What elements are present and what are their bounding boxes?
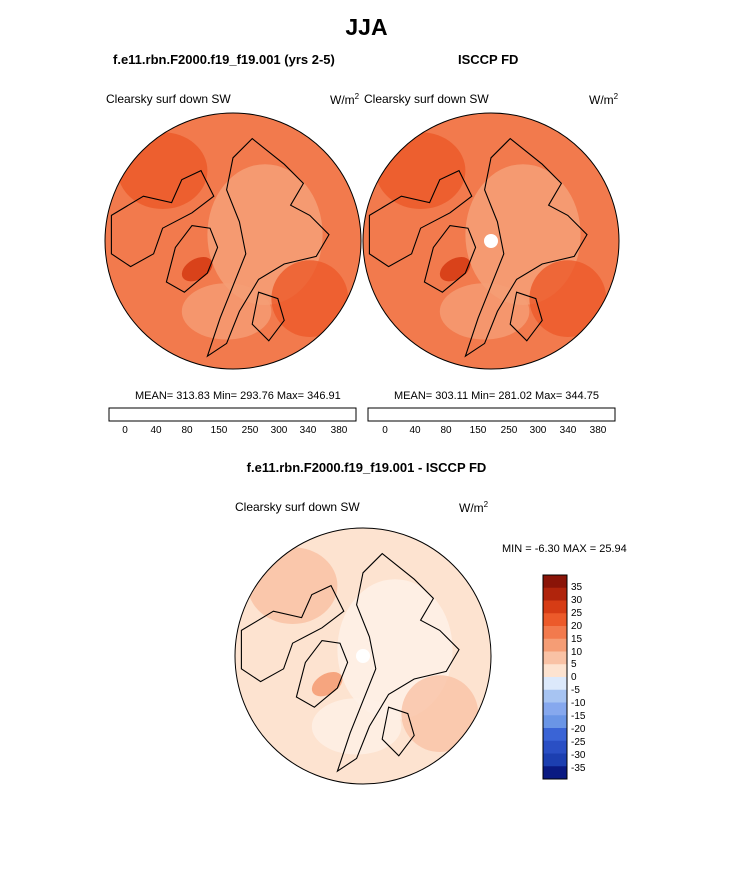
colorbar-tick-label: 0 [122, 425, 128, 436]
colorbar-tick-label: 300 [270, 425, 288, 436]
colorbar-cell [543, 766, 567, 780]
coastline [464, 137, 588, 358]
colorbar-tick-label: 250 [241, 425, 259, 436]
left-panel-title: f.e11.rbn.F2000.f19_f19.001 (yrs 2-5) [113, 52, 335, 67]
colorbar-tick-label: -10 [571, 698, 586, 709]
field-zone-light [439, 283, 530, 340]
colorbar-tick-label: -30 [571, 750, 586, 761]
colorbar-tick-label: 250 [500, 425, 518, 436]
colorbar-tick-label: 340 [559, 425, 577, 436]
panel1-stats: MEAN= 313.83 Min= 293.76 Max= 346.91 [135, 390, 341, 402]
colorbar-cell [543, 613, 567, 627]
colorbar-tick-label: 40 [409, 425, 421, 436]
right-panel-title: ISCCP FD [458, 52, 519, 67]
colorbar-tick-label: -5 [571, 685, 580, 696]
colorbar-tick-label: 10 [571, 647, 583, 658]
colorbar-tick-label: 340 [299, 425, 317, 436]
colorbar-cell [543, 715, 567, 729]
colorbar-tick-label: 40 [150, 425, 162, 436]
colorbar-cell [543, 677, 567, 691]
coastline [368, 169, 473, 268]
map-field [235, 528, 491, 784]
colorbar-cell [543, 575, 567, 589]
colorbar-tick-label: 380 [330, 425, 348, 436]
colorbar-tick-label: 150 [210, 425, 228, 436]
colorbar-cell [543, 702, 567, 716]
colorbar-frame [367, 407, 616, 422]
coastline [110, 169, 215, 268]
coastline [381, 706, 415, 757]
colorbar-cell [543, 600, 567, 614]
colorbar-tick-label: 300 [529, 425, 547, 436]
colorbar-tick-label: 15 [571, 634, 583, 645]
colorbar-tick-label: 35 [571, 582, 583, 593]
panel2-stats: MEAN= 303.11 Min= 281.02 Max= 344.75 [394, 390, 599, 402]
colorbar-tick-label: 0 [571, 672, 577, 683]
colorbar-tick-label: 20 [571, 621, 583, 632]
colorbar-cell [543, 587, 567, 601]
colorbar-tick-label: 25 [571, 608, 583, 619]
colorbar-tick-label: -15 [571, 711, 586, 722]
colorbar-tick-label: 80 [440, 425, 452, 436]
colorbar-tick-label: -35 [571, 763, 586, 774]
colorbar-cell [543, 728, 567, 742]
colorbar-tick-label: 30 [571, 595, 583, 606]
pole-missing-data [484, 234, 498, 248]
panel1-units: W/m2 [330, 92, 360, 107]
panel3-variable-label: Clearsky surf down SW [235, 500, 360, 514]
coastline [240, 584, 345, 683]
field-zone-light [181, 283, 272, 340]
panel2-variable-label: Clearsky surf down SW [364, 92, 489, 106]
map-field [363, 113, 619, 369]
colorbar-frame [108, 407, 357, 422]
map-border [234, 527, 492, 785]
colorbar-tick-label: 80 [181, 425, 193, 436]
colorbar-cell [543, 664, 567, 678]
map-border [362, 112, 620, 370]
panel1-variable-label: Clearsky surf down SW [106, 92, 231, 106]
colorbar-tick-label: -20 [571, 724, 586, 735]
colorbar-cell [543, 689, 567, 703]
colorbar-cell [543, 651, 567, 665]
field-zone-dark [401, 675, 479, 752]
coastline [509, 291, 543, 342]
coastline [295, 640, 349, 708]
field-zone-dark [529, 260, 607, 337]
season-title: JJA [345, 14, 388, 40]
colorbar-cell [543, 740, 567, 754]
coastline [423, 225, 477, 293]
panel2-units: W/m2 [589, 92, 619, 107]
coastline [336, 552, 460, 773]
map-field [105, 113, 361, 369]
field-zone-dark [271, 260, 349, 337]
colorbar-frame [542, 574, 568, 780]
coastline [165, 225, 219, 293]
colorbar-tick-label: 5 [571, 659, 577, 670]
colorbar-tick-label: -25 [571, 737, 586, 748]
panel3-stats: MIN = -6.30 MAX = 25.94 [502, 543, 627, 555]
panel3-units: W/m2 [459, 500, 489, 515]
colorbar-tick-label: 0 [382, 425, 388, 436]
field-zone-light [311, 698, 402, 755]
coastline [206, 137, 330, 358]
colorbar-cell [543, 638, 567, 652]
colorbar-tick-label: 150 [469, 425, 487, 436]
colorbar-tick-label: 380 [589, 425, 607, 436]
pole-missing-data [356, 649, 370, 663]
colorbar-cell [543, 753, 567, 767]
colorbar-cell [543, 626, 567, 640]
coastline [251, 291, 285, 342]
map-border [104, 112, 362, 370]
diff-panel-title: f.e11.rbn.F2000.f19_f19.001 - ISCCP FD [246, 460, 487, 475]
